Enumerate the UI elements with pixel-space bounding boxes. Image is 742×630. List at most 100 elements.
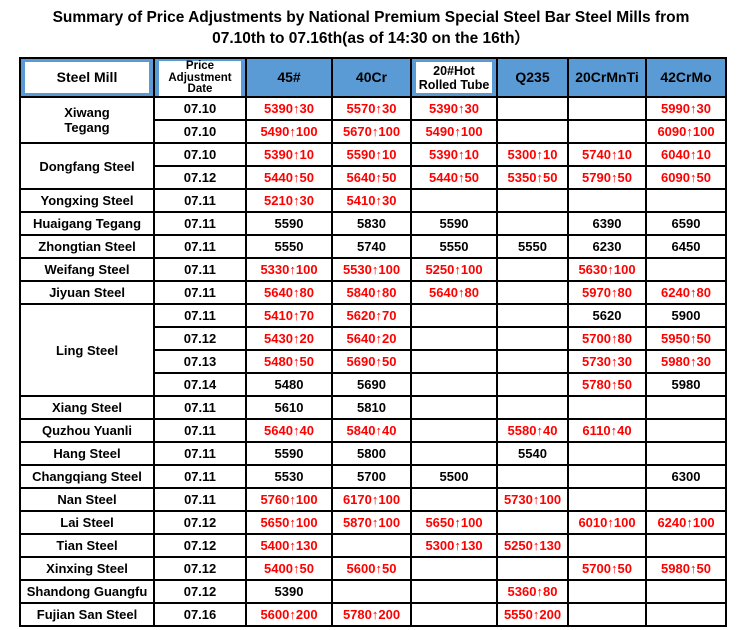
value-cell: 5990↑30 [645, 96, 727, 121]
value-cell [410, 326, 498, 351]
value-cell [567, 487, 647, 512]
column-header-20-hot-rolled-tube: 20#Hot Rolled Tube [410, 57, 498, 98]
value-cell [645, 533, 727, 558]
date-cell: 07.13 [153, 349, 247, 374]
value-cell [410, 395, 498, 420]
date-cell: 07.12 [153, 579, 247, 604]
value-cell [410, 372, 498, 397]
value-cell [496, 303, 569, 328]
value-cell [645, 418, 727, 443]
value-cell [496, 556, 569, 581]
value-cell [645, 395, 727, 420]
value-cell [567, 119, 647, 144]
mill-cell: Lai Steel [19, 510, 155, 535]
page-title: Summary of Price Adjustments by National… [0, 7, 742, 49]
value-cell: 5400↑130 [245, 533, 333, 558]
value-cell: 6590 [645, 211, 727, 236]
value-cell: 5440↑50 [245, 165, 333, 190]
value-cell: 5360↑80 [496, 579, 569, 604]
value-cell: 5550↑200 [496, 602, 569, 627]
value-cell: 5700↑80 [567, 326, 647, 351]
value-cell: 5640↑50 [331, 165, 412, 190]
value-cell: 5700↑50 [567, 556, 647, 581]
value-cell: 5980 [645, 372, 727, 397]
value-cell: 5390 [245, 579, 333, 604]
value-cell [410, 579, 498, 604]
value-cell [331, 533, 412, 558]
value-cell: 5330↑100 [245, 257, 333, 282]
value-cell: 5640↑20 [331, 326, 412, 351]
value-cell: 5600↑50 [331, 556, 412, 581]
value-cell: 5640↑80 [245, 280, 333, 305]
table-row: 07.10 5490↑100 5670↑100 5490↑100 6090↑100 [20, 119, 727, 144]
value-cell: 5950↑50 [645, 326, 727, 351]
value-cell: 5390↑10 [245, 142, 333, 167]
mill-cell: Quzhou Yuanli [19, 418, 155, 443]
value-cell [567, 533, 647, 558]
value-cell: 5390↑30 [410, 96, 498, 121]
value-cell [645, 602, 727, 627]
table-row: Zhongtian Steel 07.11 5550 5740 5550 5550 6230… [19, 234, 727, 259]
date-cell: 07.10 [153, 142, 247, 167]
header-white-box: Steel Mill [25, 62, 149, 93]
value-cell: 5300↑10 [496, 142, 569, 167]
value-cell: 5350↑50 [496, 165, 569, 190]
column-header-40cr: 40Cr [331, 57, 412, 98]
table-row: Shandong Guangfu 07.12 5390 5360↑80 [19, 579, 727, 604]
date-cell: 07.11 [153, 303, 247, 328]
header-label: 42CrMo [660, 69, 712, 85]
value-cell: 5900 [645, 303, 727, 328]
table-row: 07.12 5430↑20 5640↑20 5700↑80 5950↑50 [20, 326, 727, 351]
table-row: 07.14 5480 5690 5780↑50 5980 [20, 372, 727, 397]
value-cell [496, 188, 569, 213]
table-row: 07.12 5440↑50 5640↑50 5440↑50 5350↑50 5790↑50… [20, 165, 727, 190]
value-cell [645, 257, 727, 282]
table-body: Xiwang Tegang 07.10 5390↑30 5570↑30 5390↑30 5… [19, 96, 727, 627]
value-cell: 5620↑70 [331, 303, 412, 328]
value-cell: 5970↑80 [567, 280, 647, 305]
date-cell: 07.10 [153, 119, 247, 144]
value-cell: 6110↑40 [567, 418, 647, 443]
value-cell: 5730↑30 [567, 349, 647, 374]
value-cell: 6240↑80 [645, 280, 727, 305]
value-cell: 5800 [331, 441, 412, 466]
value-cell [567, 579, 647, 604]
value-cell [496, 280, 569, 305]
mill-cell: Xiang Steel [19, 395, 155, 420]
value-cell [496, 395, 569, 420]
mill-cell: Jiyuan Steel [19, 280, 155, 305]
value-cell: 5390↑30 [245, 96, 333, 121]
mill-cell: Changqiang Steel [19, 464, 155, 489]
value-cell [645, 188, 727, 213]
value-cell: 5610 [245, 395, 333, 420]
value-cell: 5410↑30 [331, 188, 412, 213]
value-cell [496, 349, 569, 374]
mill-cell: Yongxing Steel [19, 188, 155, 213]
value-cell: 5670↑100 [331, 119, 412, 144]
mill-cell: Hang Steel [19, 441, 155, 466]
header-label: 20#Hot [433, 63, 475, 78]
mill-cell: Tian Steel [19, 533, 155, 558]
value-cell: 6240↑100 [645, 510, 727, 535]
column-header-price-adjustment-date: Price Adjustment Date [153, 57, 247, 98]
table-row: Tian Steel 07.12 5400↑130 5300↑130 5250↑130 [19, 533, 727, 558]
value-cell: 5840↑40 [331, 418, 412, 443]
value-cell: 6390 [567, 211, 647, 236]
value-cell: 5980↑30 [645, 349, 727, 374]
date-cell: 07.11 [153, 188, 247, 213]
value-cell: 5700 [331, 464, 412, 489]
value-cell [645, 487, 727, 512]
mill-cell: Xiwang Tegang [19, 96, 155, 144]
header-label: 40Cr [355, 69, 388, 85]
date-cell: 07.12 [153, 533, 247, 558]
value-cell: 5840↑80 [331, 280, 412, 305]
value-cell: 5870↑100 [331, 510, 412, 535]
value-cell: 5650↑100 [245, 510, 333, 535]
value-cell [567, 188, 647, 213]
value-cell: 5480 [245, 372, 333, 397]
value-cell: 5760↑100 [245, 487, 333, 512]
title-line-2: 07.10th to 07.16th(as of 14:30 on the 16… [212, 30, 530, 47]
header-label: Steel Mill [56, 69, 118, 85]
value-cell: 5830 [331, 211, 412, 236]
table-row: Jiyuan Steel 07.11 5640↑80 5840↑80 5640↑80 59… [19, 280, 727, 305]
